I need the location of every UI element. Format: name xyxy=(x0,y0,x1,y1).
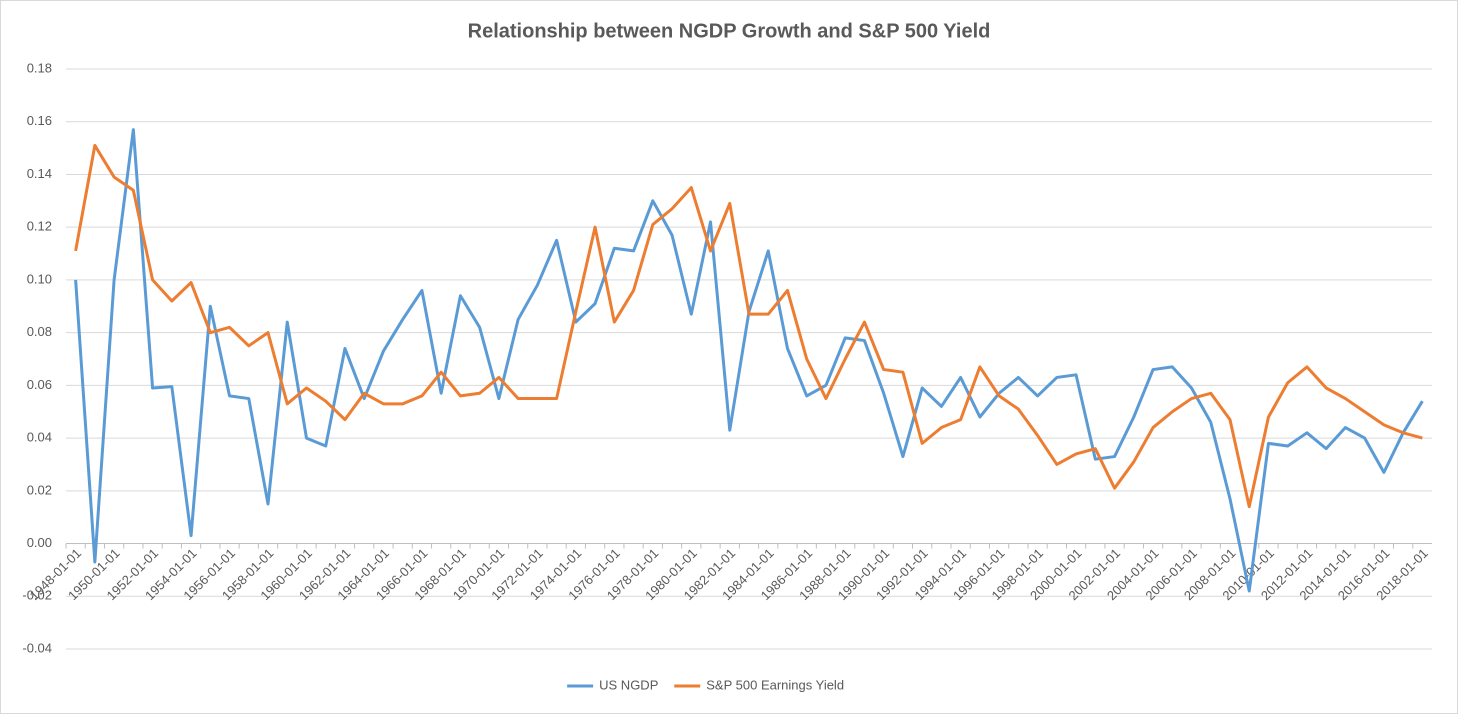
y-tick-label: 0.06 xyxy=(27,377,52,392)
series-line xyxy=(74,143,1423,509)
y-tick-label: -0.04 xyxy=(22,640,52,655)
y-tick-label: 0.00 xyxy=(27,535,52,550)
y-tick-label: 0.12 xyxy=(27,219,52,234)
y-tick-label: -0.02 xyxy=(22,588,52,603)
chart-title: Relationship between NGDP Growth and S&P… xyxy=(468,20,991,42)
legend-label: US NGDP xyxy=(599,677,658,692)
y-tick-label: 0.14 xyxy=(27,166,52,181)
y-tick-label: 0.18 xyxy=(27,60,52,75)
y-tick-label: 0.16 xyxy=(27,113,52,128)
y-tick-label: 0.02 xyxy=(27,482,52,497)
y-tick-label: 0.10 xyxy=(27,271,52,286)
legend-label: S&P 500 Earnings Yield xyxy=(706,677,844,692)
y-tick-label: 0.08 xyxy=(27,324,52,339)
y-tick-label: 0.04 xyxy=(27,430,52,445)
